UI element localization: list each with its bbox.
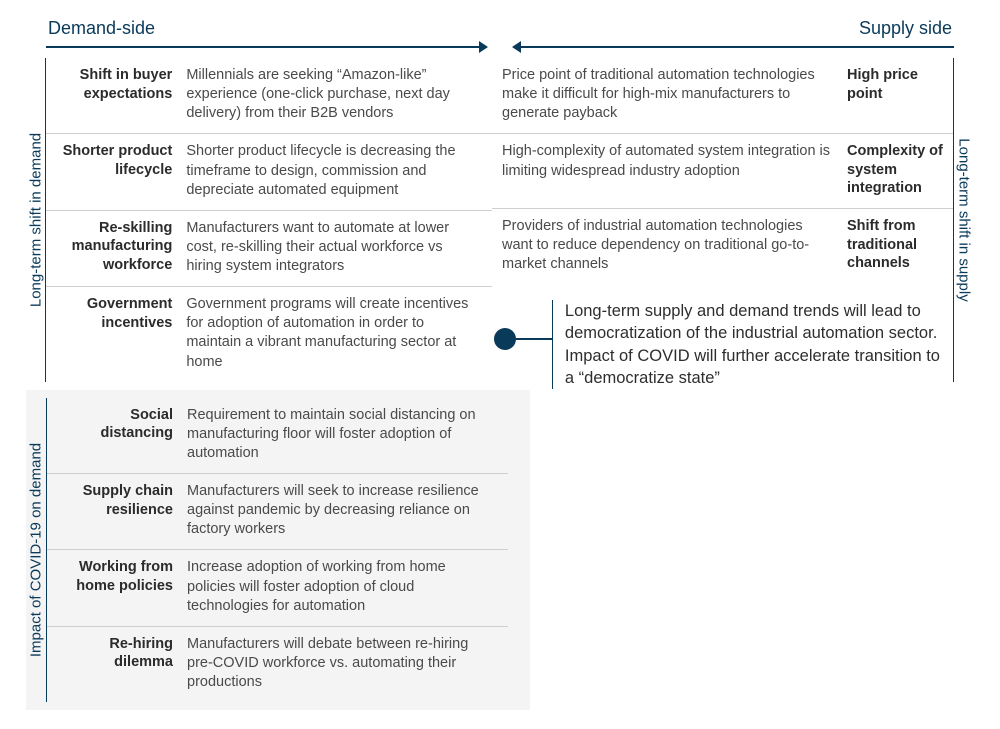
covid-label: Impact of COVID-19 on demand	[26, 398, 46, 703]
callout: Long-term supply and demand trends will …	[552, 300, 946, 389]
table-row: Shift in buyer expectations Millennials …	[46, 58, 492, 134]
table-row: Price point of traditional automation te…	[492, 58, 953, 134]
section-label-text: Impact of COVID-19 on demand	[28, 443, 45, 657]
supply-longterm-label: Long-term shift in supply	[954, 58, 974, 382]
table-row: Shorter product lifecycle Shorter produc…	[46, 134, 492, 210]
demand-header-label: Demand-side	[46, 18, 486, 46]
row-title: Shift from traditional channels	[847, 217, 943, 274]
supply-header: Supply side	[514, 18, 954, 54]
table-row: Supply chain resilience Manufacturers wi…	[47, 474, 508, 550]
table-row: Re-hiring dilemma Manufacturers will deb…	[47, 627, 508, 702]
row-title: Government incentives	[56, 295, 172, 372]
supply-header-label: Supply side	[514, 18, 954, 46]
row-title: Shorter product lifecycle	[56, 142, 172, 199]
demand-header: Demand-side	[46, 18, 486, 54]
row-desc: Millennials are seeking “Amazon-like” ex…	[186, 66, 482, 123]
row-title: High price point	[847, 66, 943, 123]
arrow-left-icon	[514, 46, 954, 48]
section-covid: Impact of COVID-19 on demand Social dist…	[26, 390, 530, 711]
demand-longterm-body: Shift in buyer expectations Millennials …	[45, 58, 492, 382]
section-label-text: Long-term shift in supply	[956, 138, 973, 301]
table-row: Working from home policies Increase adop…	[47, 550, 508, 626]
row-title: Social distancing	[57, 406, 173, 463]
row-desc: Increase adoption of working from home p…	[187, 558, 498, 615]
row-desc: Price point of traditional automation te…	[502, 66, 833, 123]
column-headers: Demand-side Supply side	[26, 18, 974, 54]
section-label-text: Long-term shift in demand	[27, 133, 44, 307]
callout-text: Long-term supply and demand trends will …	[553, 300, 946, 389]
arrow-right-icon	[46, 46, 486, 48]
diagram-canvas: Demand-side Supply side Long-term shift …	[0, 0, 1000, 729]
row-desc: High-complexity of automated system inte…	[502, 142, 833, 198]
row-title: Shift in buyer expectations	[56, 66, 172, 123]
table-row: High-complexity of automated system inte…	[492, 134, 953, 209]
table-row: Social distancing Requirement to maintai…	[47, 398, 508, 474]
callout-dot-icon	[494, 328, 516, 350]
row-desc: Shorter product lifecycle is decreasing …	[186, 142, 482, 199]
table-row: Providers of industrial automation techn…	[492, 209, 953, 284]
row-desc: Requirement to maintain social distancin…	[187, 406, 498, 463]
row-title: Supply chain resilience	[57, 482, 173, 539]
row-desc: Manufacturers will debate between re-hir…	[187, 635, 498, 692]
row-title: Working from home policies	[57, 558, 173, 615]
table-row: Government incentives Government program…	[46, 287, 492, 382]
table-row: Re-skilling manufacturing workforce Manu…	[46, 211, 492, 287]
covid-body: Social distancing Requirement to maintai…	[46, 398, 508, 703]
demand-longterm-label: Long-term shift in demand	[26, 58, 45, 382]
row-title: Re-skilling manufacturing workforce	[56, 219, 172, 276]
row-title: Complexity of system integration	[847, 142, 943, 198]
row-title: Re-hiring dilemma	[57, 635, 173, 692]
row-desc: Manufacturers want to automate at lower …	[186, 219, 482, 276]
row-desc: Providers of industrial automation techn…	[502, 217, 833, 274]
row-desc: Government programs will create incentiv…	[186, 295, 482, 372]
row-desc: Manufacturers will seek to increase resi…	[187, 482, 498, 539]
callout-connector	[516, 338, 552, 340]
